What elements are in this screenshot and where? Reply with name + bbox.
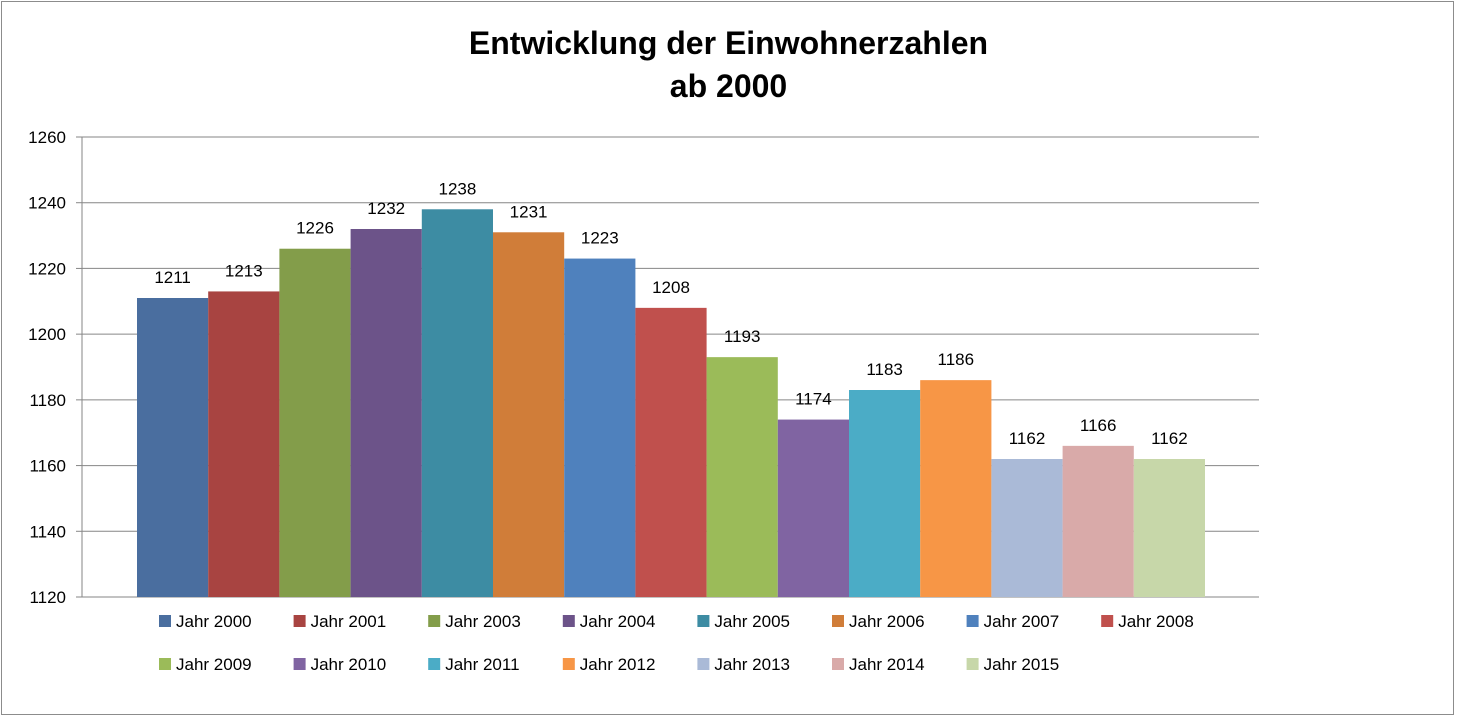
data-label: 1226 [296,219,334,238]
data-label: 1211 [154,268,191,287]
bar-jahr-2014 [1062,445,1134,597]
data-label: 1193 [724,327,761,346]
data-label: 1223 [581,229,619,248]
legend-label: Jahr 2011 [445,655,519,674]
y-tick-label: 1220 [28,259,66,278]
data-label: 1174 [795,390,832,409]
data-label: 1213 [225,261,263,280]
bar-jahr-2010 [777,419,849,597]
legend-swatch [697,615,710,627]
legend-item: Jahr 2009 [159,655,252,674]
legend-swatch [1101,615,1114,627]
y-tick-label: 1260 [28,128,66,147]
legend-label: Jahr 2001 [311,612,387,631]
data-label: 1231 [510,202,548,221]
legend-swatch [159,658,171,670]
bar-jahr-2006 [493,232,565,598]
legend-item: Jahr 2012 [562,655,656,674]
chart-title-line-2: ab 2000 [669,68,788,104]
data-label: 1208 [652,278,690,297]
legend-label: Jahr 2000 [176,612,252,631]
legend-swatch [697,658,710,670]
legend-swatch [293,615,306,627]
legend-swatch [966,658,979,670]
bar-jahr-2011 [849,390,921,597]
legend-item: Jahr 2006 [832,612,925,631]
data-label: 1162 [1151,429,1188,448]
legend-item: Jahr 2014 [832,655,925,674]
bar-jahr-2009 [706,357,778,597]
legend-item: Jahr 2004 [562,612,656,631]
data-label: 1183 [866,360,903,379]
bar-jahr-2000 [137,298,209,597]
legend-item: Jahr 2010 [293,655,387,674]
data-label: 1166 [1080,416,1117,435]
legend-swatch [428,615,441,627]
bar-jahr-2013 [991,459,1063,597]
legend-swatch [428,658,441,670]
data-label: 1232 [367,199,405,218]
bar-jahr-2008 [635,307,707,597]
legend-item: Jahr 2008 [1101,612,1194,631]
legend-label: Jahr 2010 [311,655,387,674]
bar-jahr-2012 [920,380,992,597]
bar-jahr-2001 [208,291,280,597]
y-axis: 1120 1140 1160 1180 1200 1220 1240 1260 [28,128,83,607]
chart-title-line-1: Entwicklung der Einwohnerzahlen [468,25,989,61]
legend-swatch [562,658,575,670]
y-tick-label: 1120 [29,588,66,607]
legend: Jahr 2000 Jahr 2001 Jahr 2003 Jahr 2004 Jahr… [159,612,1194,674]
bar-jahr-2007 [564,258,636,597]
y-tick-label: 1140 [29,522,66,541]
data-label: 1238 [438,179,476,198]
bar-jahr-2015 [1133,459,1205,597]
bar-jahr-2005 [421,209,493,598]
legend-label: Jahr 2013 [714,655,790,674]
legend-item: Jahr 2003 [428,612,521,631]
legend-label: Jahr 2015 [984,655,1060,674]
legend-label: Jahr 2008 [1118,612,1194,631]
bar-jahr-2004 [350,229,422,597]
legend-swatch [832,615,844,627]
legend-label: Jahr 2014 [849,655,925,674]
y-tick-label: 1240 [28,194,66,213]
legend-swatch [562,615,575,627]
legend-label: Jahr 2003 [445,612,521,631]
legend-swatch [832,658,844,670]
y-tick-label: 1200 [28,325,66,344]
legend-item: Jahr 2005 [697,612,790,631]
legend-label: Jahr 2007 [984,612,1060,631]
chart-title: Entwicklung der Einwohnerzahlen ab 2000 [0,22,1457,108]
y-tick-label: 1180 [29,391,66,410]
legend-swatch [293,658,306,670]
legend-swatch [966,615,979,627]
legend-label: Jahr 2009 [176,655,252,674]
legend-item: Jahr 2011 [428,655,520,674]
data-labels: 1211 1213 1226 1232 1238 1231 1223 1208 1193 1174… [154,179,1187,448]
legend-label: Jahr 2004 [580,612,656,631]
bar-jahr-2003 [279,248,351,597]
y-tick-label: 1160 [29,457,66,476]
bars [137,209,1205,598]
data-label: 1186 [938,350,975,369]
legend-label: Jahr 2012 [580,655,656,674]
data-label: 1162 [1009,429,1046,448]
legend-item: Jahr 2015 [966,655,1060,674]
legend-item: Jahr 2001 [293,612,387,631]
legend-item: Jahr 2000 [159,612,252,631]
legend-label: Jahr 2006 [849,612,925,631]
legend-item: Jahr 2007 [966,612,1060,631]
legend-swatch [159,615,171,627]
legend-label: Jahr 2005 [714,612,790,631]
legend-item: Jahr 2013 [697,655,790,674]
